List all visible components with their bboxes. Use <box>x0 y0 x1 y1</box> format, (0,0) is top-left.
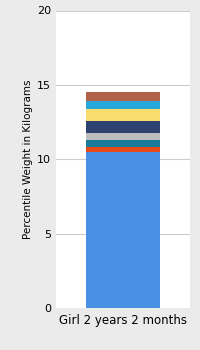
Y-axis label: Percentile Weight in Kilograms: Percentile Weight in Kilograms <box>23 79 33 239</box>
Bar <box>86 92 160 101</box>
Bar <box>86 133 160 140</box>
Bar <box>86 140 160 147</box>
Bar <box>86 147 160 152</box>
Bar <box>86 121 160 133</box>
Bar <box>86 110 160 121</box>
Bar <box>86 152 160 308</box>
Bar <box>86 101 160 110</box>
